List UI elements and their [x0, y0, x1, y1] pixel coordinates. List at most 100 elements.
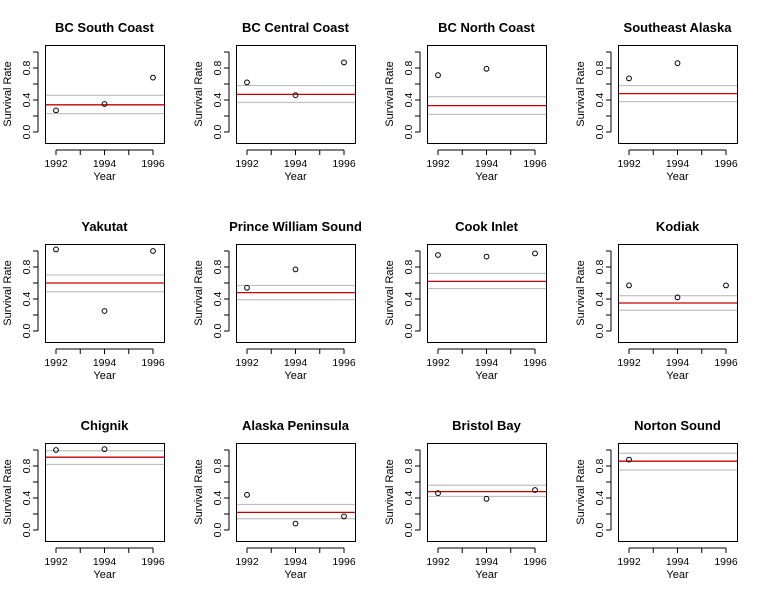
x-tick-label: 1994 — [93, 158, 117, 170]
x-tick-label: 1996 — [714, 158, 738, 170]
x-axis-label: Year — [475, 569, 498, 581]
y-tick-label: 0.4 — [212, 93, 224, 108]
y-tick-label: 0.4 — [594, 491, 606, 506]
y-tick-label: 0.4 — [594, 292, 606, 307]
x-tick-label: 1992 — [617, 357, 641, 369]
y-tick-label: 0.4 — [403, 491, 415, 506]
plot-frame — [618, 244, 738, 343]
panel-4: 1992 1994 1996 0.0 0.4 0.8 Southeast Alaska Yea… — [575, 20, 738, 183]
y-tick-label: 0.4 — [594, 93, 606, 108]
x-tick-label: 1992 — [44, 357, 68, 369]
data-point — [626, 282, 632, 289]
data-point — [101, 308, 108, 314]
data-point — [435, 490, 441, 497]
panel-7: 1992 1994 1996 0.0 0.4 0.8 Cook Inlet Year Survi… — [384, 219, 547, 382]
data-point — [101, 446, 108, 453]
panel-12: 1992 1994 1996 0.0 0.4 0.8 Norton Sound Year Sur… — [575, 418, 738, 581]
x-tick-label: 1996 — [714, 556, 738, 568]
plot-frame — [618, 443, 738, 542]
panel-9: 1992 1994 1996 0.0 0.4 0.8 Chignik Year Survival… — [2, 418, 165, 581]
x-axis-label: Year — [284, 569, 307, 581]
x-tick-label: 1994 — [666, 158, 690, 170]
panel-title: BC South Coast — [55, 20, 155, 35]
y-tick-label: 0.8 — [594, 260, 606, 275]
panel-5: 1992 1994 1996 0.0 0.4 0.8 Yakutat Year Survival… — [2, 219, 165, 382]
x-tick-label: 1992 — [235, 357, 259, 369]
y-tick-label: 0.8 — [594, 459, 606, 474]
plot-frame — [427, 45, 547, 144]
data-point — [483, 253, 490, 260]
x-axis-label: Year — [93, 370, 116, 382]
x-axis-label: Year — [666, 171, 689, 183]
plot-frame — [427, 443, 547, 542]
y-tick-label: 0.8 — [594, 61, 606, 76]
y-tick-label: 0.0 — [21, 125, 33, 140]
y-tick-label: 0.0 — [21, 324, 33, 339]
y-tick-label: 0.0 — [403, 125, 415, 140]
x-tick-label: 1996 — [714, 357, 738, 369]
plot-frame — [45, 45, 165, 144]
y-tick-label: 0.4 — [21, 93, 33, 108]
data-point — [292, 520, 299, 527]
x-tick-label: 1996 — [523, 158, 547, 170]
data-point — [532, 250, 538, 257]
y-tick-label: 0.4 — [403, 292, 415, 307]
data-point — [341, 59, 347, 66]
x-tick-label: 1992 — [426, 556, 450, 568]
y-axis-label: Survival Rate — [384, 459, 396, 524]
x-tick-label: 1994 — [666, 357, 690, 369]
x-axis-label: Year — [666, 370, 689, 382]
panel-title: BC Central Coast — [242, 20, 350, 35]
data-point — [244, 491, 250, 498]
x-tick-label: 1992 — [235, 556, 259, 568]
panel-title: Cook Inlet — [455, 219, 519, 234]
y-tick-label: 0.0 — [594, 125, 606, 140]
x-tick-label: 1996 — [523, 556, 547, 568]
panel-6: 1992 1994 1996 0.0 0.4 0.8 Prince William Soun… — [193, 219, 362, 382]
y-tick-label: 0.0 — [212, 523, 224, 538]
x-tick-label: 1994 — [93, 556, 117, 568]
x-axis-label: Year — [666, 569, 689, 581]
plot-frame — [236, 443, 356, 542]
x-tick-label: 1994 — [475, 556, 499, 568]
data-point — [150, 248, 156, 254]
x-axis-label: Year — [284, 171, 307, 183]
panel-11: 1992 1994 1996 0.0 0.4 0.8 Bristol Bay Year Surv… — [384, 418, 547, 581]
x-tick-label: 1994 — [475, 158, 499, 170]
x-tick-label: 1992 — [617, 158, 641, 170]
y-tick-label: 0.4 — [21, 491, 33, 506]
panel-title: Southeast Alaska — [624, 20, 733, 35]
data-point — [53, 447, 59, 453]
y-tick-label: 0.0 — [403, 523, 415, 538]
x-tick-label: 1992 — [426, 357, 450, 369]
x-tick-label: 1992 — [617, 556, 641, 568]
y-tick-label: 0.8 — [21, 459, 33, 474]
x-tick-label: 1996 — [141, 556, 165, 568]
data-point — [292, 266, 299, 273]
y-axis-label: Survival Rate — [384, 260, 396, 325]
data-point — [674, 60, 681, 67]
panel-title: Alaska Peninsula — [242, 418, 350, 433]
y-tick-label: 0.4 — [212, 292, 224, 307]
data-point — [435, 252, 441, 258]
data-point — [53, 246, 59, 253]
data-point — [723, 282, 729, 289]
data-point — [626, 75, 632, 82]
x-tick-label: 1996 — [141, 158, 165, 170]
plot-frame — [45, 443, 165, 542]
data-point — [626, 456, 632, 463]
panel-title: BC North Coast — [438, 20, 535, 35]
x-axis-label: Year — [475, 171, 498, 183]
plot-frame — [236, 45, 356, 144]
y-tick-label: 0.0 — [212, 324, 224, 339]
y-axis-label: Survival Rate — [384, 61, 396, 126]
x-tick-label: 1996 — [141, 357, 165, 369]
y-tick-label: 0.8 — [403, 260, 415, 275]
y-tick-label: 0.0 — [212, 125, 224, 140]
data-point — [483, 65, 490, 72]
y-axis-label: Survival Rate — [193, 61, 205, 126]
x-axis-label: Year — [284, 370, 307, 382]
plot-frame — [427, 244, 547, 343]
x-tick-label: 1994 — [284, 158, 308, 170]
